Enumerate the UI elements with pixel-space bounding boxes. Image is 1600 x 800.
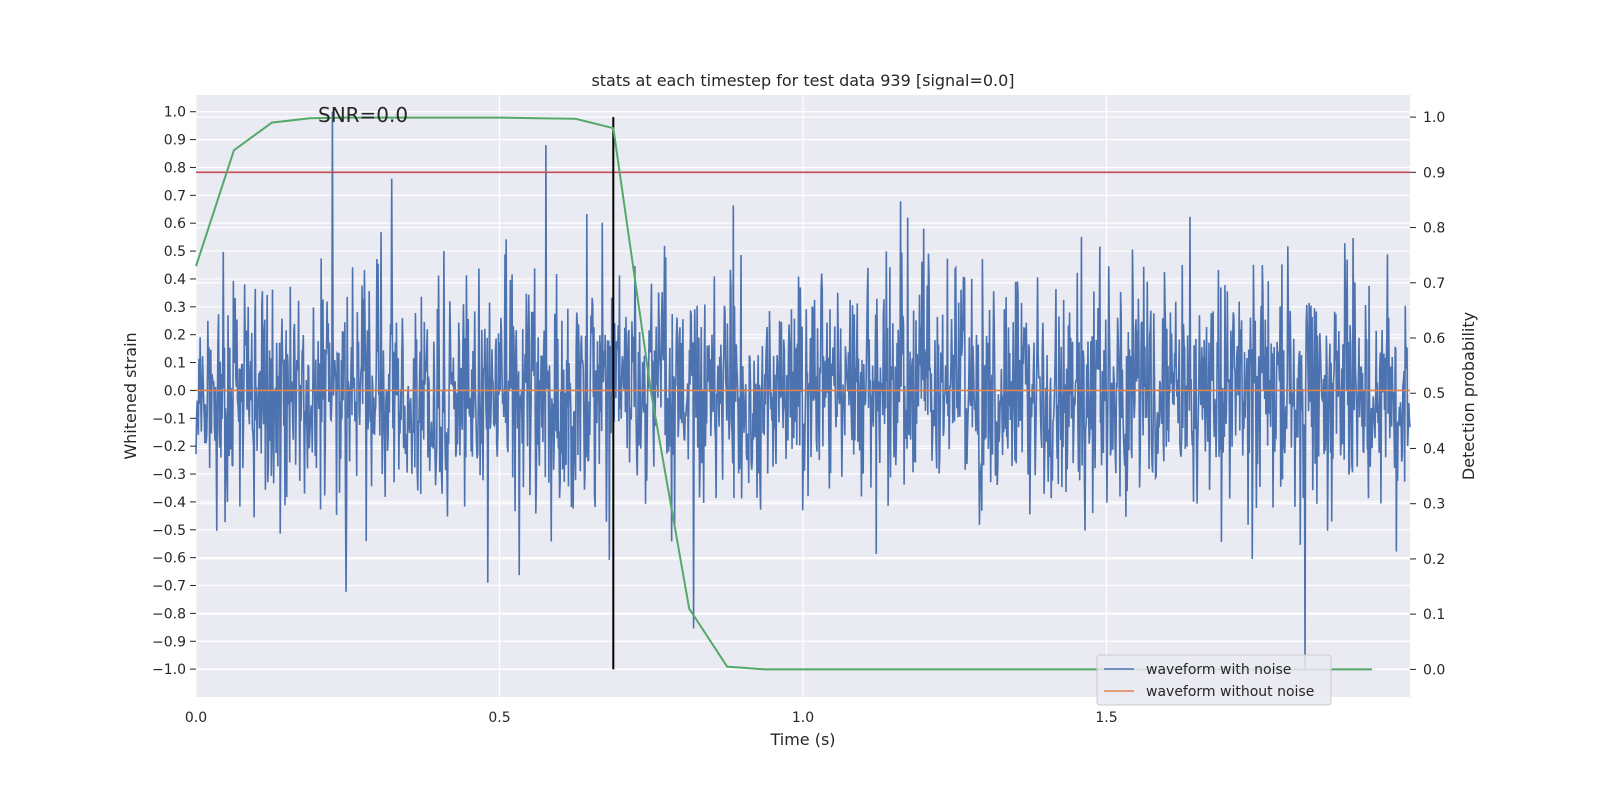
y-left-tick-label: −0.7	[152, 579, 186, 595]
y-right-tick-label: 0.2	[1423, 552, 1445, 568]
y-left-tick-label: −0.8	[152, 606, 186, 622]
legend-label-waveform-with-noise: waveform with noise	[1146, 662, 1291, 678]
x-axis-label: Time (s)	[769, 730, 835, 749]
y-left-tick-label: −0.4	[152, 495, 186, 511]
y-right-tick-label: 1.0	[1423, 110, 1445, 126]
y-left-tick-label: 0.1	[164, 356, 186, 372]
y-right-tick-label: 0.3	[1423, 497, 1445, 513]
y-axis-left-label: Whitened strain	[121, 332, 140, 459]
y-right-tick-label: 0.6	[1423, 331, 1445, 347]
y-left-tick-label: 0.7	[164, 188, 186, 204]
y-left-tick-label: 1.0	[164, 105, 186, 121]
y-right-tick-label: 0.0	[1423, 662, 1445, 678]
y-right-tick-label: 0.1	[1423, 607, 1445, 623]
x-tick-label: 1.5	[1095, 710, 1117, 726]
x-tick-label: 1.0	[792, 710, 814, 726]
y-right-tick-label: 0.9	[1423, 165, 1445, 181]
y-left-tick-label: −0.9	[152, 634, 186, 650]
legend: waveform with noise waveform without noi…	[1096, 654, 1332, 706]
y-left-tick-label: 0.4	[164, 272, 186, 288]
x-tick-label: 0.0	[185, 710, 207, 726]
y-left-tick-label: 0.0	[164, 383, 186, 399]
y-left-tick-label: −0.6	[152, 551, 186, 567]
y-axis-right-ticks: 0.0 0.1 0.2 0.3 0.4 0.5 0.6 0.7 0.8 0.9 1.0	[1410, 110, 1445, 678]
legend-label-waveform-without-noise: waveform without noise	[1146, 684, 1314, 700]
y-left-tick-label: −0.5	[152, 523, 186, 539]
y-left-tick-label: −0.1	[152, 411, 186, 427]
y-left-tick-label: −0.3	[152, 467, 186, 483]
y-left-tick-label: 0.5	[164, 244, 186, 260]
noise-waveform-line	[195, 111, 1411, 670]
series-waveform-with-noise	[195, 111, 1411, 670]
y-left-tick-label: 0.9	[164, 133, 186, 149]
y-left-tick-label: −0.2	[152, 439, 186, 455]
x-tick-label: 0.5	[488, 710, 510, 726]
y-right-tick-label: 0.8	[1423, 221, 1445, 237]
y-left-tick-label: −1.0	[152, 662, 186, 678]
legend-box	[1096, 654, 1332, 706]
reference-lines	[196, 117, 1410, 670]
chart-title: stats at each timestep for test data 939…	[591, 71, 1014, 90]
y-axis-left-ticks: −1.0 −0.9 −0.8 −0.7 −0.6 −0.5 −0.4 −0.3 −0.2 −0.1…	[152, 105, 196, 678]
y-left-tick-label: 0.3	[164, 300, 186, 316]
y-left-tick-label: 0.2	[164, 328, 186, 344]
y-right-tick-label: 0.4	[1423, 441, 1445, 457]
y-left-tick-label: 0.6	[164, 216, 186, 232]
y-right-tick-label: 0.5	[1423, 386, 1445, 402]
y-right-tick-label: 0.7	[1423, 276, 1445, 292]
snr-annotation: SNR=0.0	[318, 103, 408, 127]
x-axis-ticks: 0.0 0.5 1.0 1.5	[185, 710, 1118, 726]
y-axis-right-label: Detection probability	[1459, 312, 1478, 480]
y-left-tick-label: 0.8	[164, 160, 186, 176]
